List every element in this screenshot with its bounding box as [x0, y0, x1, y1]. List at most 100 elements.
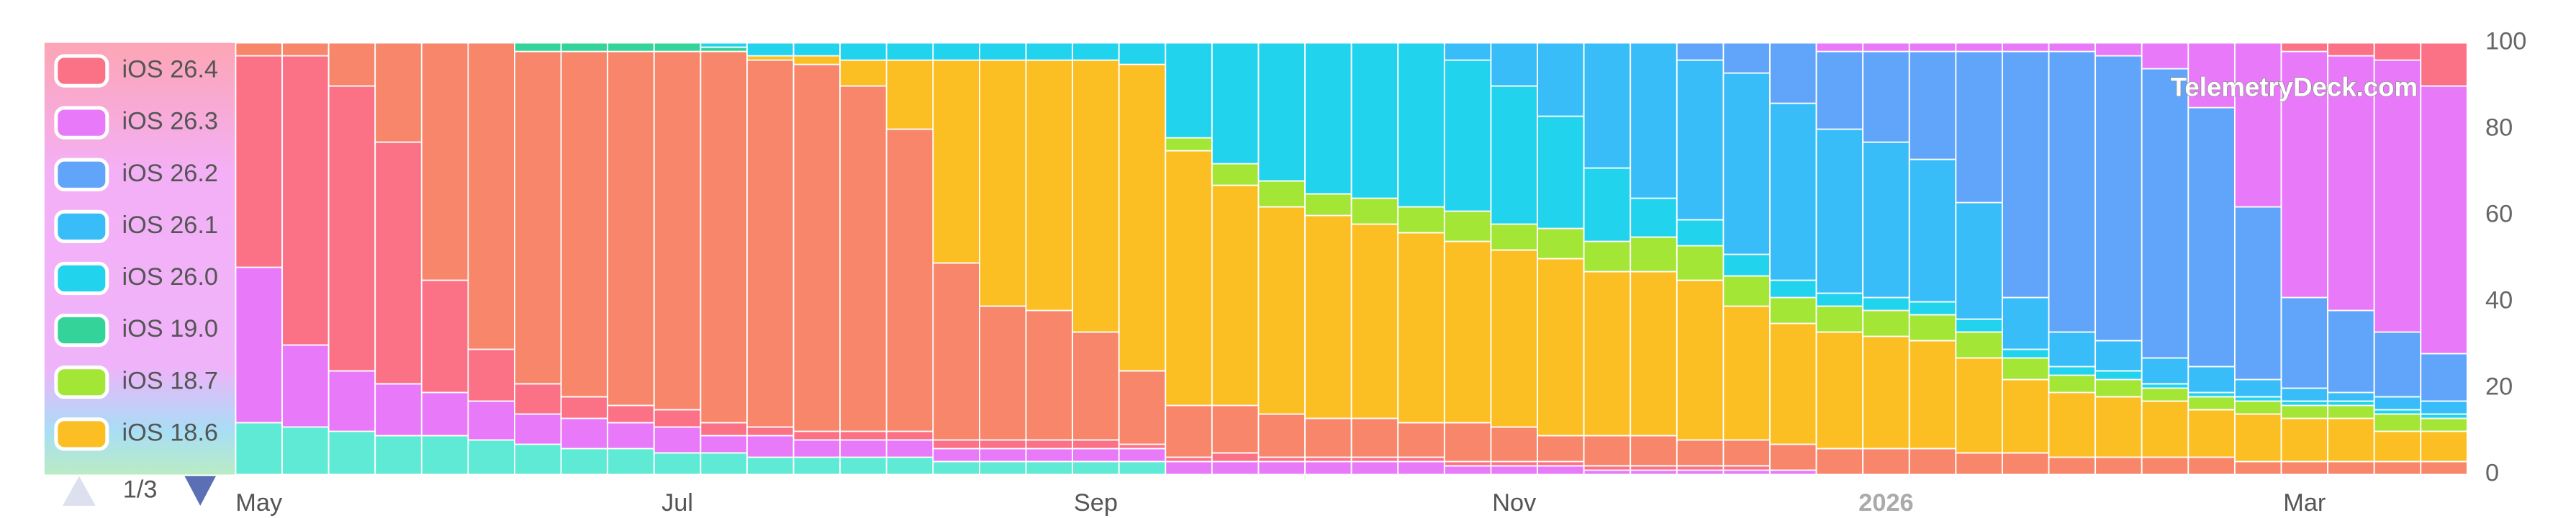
bar-segment: [932, 447, 980, 463]
bar-segment: [1025, 460, 1074, 476]
legend-label: iOS 26.3: [122, 108, 218, 135]
bar-segment: [560, 447, 609, 476]
legend-swatch: [54, 261, 109, 296]
bar-segment: [1304, 417, 1352, 458]
x-tick-label: 2026: [1858, 489, 1913, 517]
legend-prev[interactable]: [63, 476, 96, 506]
bar-segment: [281, 55, 330, 346]
bar-segment: [1165, 460, 1213, 476]
legend-item[interactable]: iOS 26.0: [54, 261, 218, 296]
bar-segment: [467, 400, 515, 441]
bar-segment: [1537, 465, 1585, 476]
legend-item[interactable]: iOS 26.1: [54, 209, 218, 244]
bar-segment: [653, 50, 702, 411]
bar-segment: [1211, 404, 1260, 454]
bar-segment: [235, 266, 283, 424]
bar-segment: [1955, 331, 2003, 359]
bar-segment: [839, 42, 887, 61]
bar-segment: [1443, 59, 1492, 212]
bar-segment: [1537, 435, 1585, 463]
legend-item[interactable]: iOS 18.7: [54, 365, 218, 399]
bar-segment: [2048, 331, 2097, 368]
bar-segment: [1815, 128, 1864, 294]
bar-segment: [2048, 374, 2097, 394]
x-tick-label: Sep: [1074, 489, 1118, 517]
bar-segment: [1257, 413, 1306, 458]
bar-segment: [1862, 141, 1910, 299]
bar-segment: [979, 439, 1027, 450]
y-tick-label: 60: [2485, 201, 2513, 228]
bar-segment: [1211, 163, 1260, 186]
bar-segment: [420, 391, 469, 437]
bar-segment: [607, 42, 655, 53]
legend-swatch: [54, 158, 109, 191]
bar-segment: [327, 370, 376, 432]
bar-segment: [1769, 102, 1817, 281]
bar-segment: [1257, 460, 1306, 476]
legend-item[interactable]: iOS 26.2: [54, 158, 218, 191]
bar-segment: [653, 426, 702, 454]
watermark: TelemetryDeck.com: [2171, 72, 2418, 101]
bar-segment: [1443, 240, 1492, 424]
legend-swatch: [54, 54, 109, 88]
bar-segment: [607, 50, 655, 406]
bar-segment: [1211, 42, 1260, 165]
bar-segment: [2233, 460, 2282, 476]
bar-segment: [792, 430, 841, 441]
bar-segment: [327, 42, 376, 87]
bar-segment: [1537, 42, 1585, 117]
bar-segment: [2420, 85, 2468, 355]
bar-segment: [2002, 357, 2050, 381]
x-tick-label: May: [235, 489, 283, 517]
bar-segment: [1397, 422, 1445, 458]
bar-segment: [1955, 357, 2003, 454]
bar-segment: [1211, 184, 1260, 406]
bar-segment: [1072, 42, 1120, 61]
bar-segment: [607, 404, 655, 424]
bar-segment: [979, 305, 1027, 441]
bar-segment: [1676, 219, 1725, 247]
bar-segment: [374, 42, 422, 143]
bar-segment: [1072, 447, 1120, 463]
bar-segment: [2420, 353, 2468, 402]
bar-segment: [1304, 214, 1352, 419]
bar-segment: [1490, 426, 1538, 463]
bar-segment: [1955, 42, 2003, 53]
bar-segment: [1072, 331, 1120, 441]
bar-segment: [2048, 42, 2097, 53]
bar-segment: [700, 435, 748, 454]
bar-segment: [2094, 55, 2143, 342]
y-tick-label: 40: [2485, 287, 2513, 314]
bar-segment: [2233, 413, 2282, 463]
legend-swatch: [54, 314, 109, 347]
bar-segment: [1490, 223, 1538, 251]
bar-segment: [1630, 435, 1678, 467]
bar-segment: [420, 435, 469, 476]
bar-segment: [1165, 404, 1213, 458]
bar-segment: [700, 42, 748, 48]
bar-segment: [700, 422, 748, 437]
legend-item[interactable]: iOS 19.0: [54, 314, 218, 347]
legend-next[interactable]: [184, 476, 216, 506]
bar-segment: [653, 409, 702, 428]
bar-segment: [1165, 150, 1213, 406]
bar-segment: [2094, 396, 2143, 458]
legend-item[interactable]: iOS 18.6: [54, 417, 218, 451]
bar-segment: [1862, 309, 1910, 337]
legend-page: 1/3: [123, 476, 158, 503]
bar-segment: [1025, 42, 1074, 61]
bar-segment: [1583, 240, 1632, 273]
bar-segment: [1397, 460, 1445, 476]
bar-segment: [2327, 417, 2375, 463]
bar-segment: [1211, 452, 1260, 463]
bar-segment: [1025, 59, 1074, 312]
legend-item[interactable]: iOS 26.4: [54, 54, 218, 88]
bar-segment: [1769, 322, 1817, 445]
bar-segment: [885, 439, 934, 458]
legend-item[interactable]: iOS 26.3: [54, 106, 218, 140]
bar-segment: [2373, 430, 2422, 463]
bar-segment: [1304, 193, 1352, 217]
bar-segment: [653, 42, 702, 53]
y-tick-label: 100: [2485, 28, 2526, 55]
bar-segment: [560, 396, 609, 419]
